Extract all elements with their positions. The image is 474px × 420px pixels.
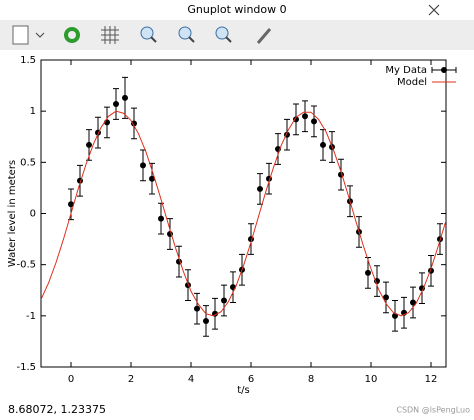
copy-button[interactable] <box>12 25 45 45</box>
autoscale-button[interactable] <box>215 26 232 43</box>
y-tick-label: 1 <box>30 106 36 117</box>
data-point <box>383 294 389 301</box>
replot-button[interactable] <box>64 27 80 43</box>
data-point <box>158 215 164 222</box>
x-tick-label: 4 <box>188 374 194 385</box>
data-point <box>140 162 146 169</box>
legend-label: My Data <box>385 65 427 76</box>
watermark: CSDN @lsPengLuo <box>396 406 470 415</box>
zoom-next-button[interactable] <box>178 26 195 43</box>
x-tick-label: 10 <box>365 374 378 385</box>
data-point <box>221 297 227 304</box>
grid-button[interactable] <box>101 26 119 44</box>
y-tick-label: -1 <box>26 311 36 322</box>
data-point <box>122 94 128 101</box>
y-tick-label: 1.5 <box>20 55 36 66</box>
window-title: Gnuplot window 0 <box>187 3 286 16</box>
x-tick-label: 6 <box>248 374 254 385</box>
data-point <box>86 141 92 148</box>
data-point <box>257 185 263 192</box>
x-axis-label: t/s <box>237 385 250 396</box>
close-button[interactable] <box>428 4 440 16</box>
title-bar <box>0 0 474 20</box>
data-point <box>149 175 155 182</box>
model-line <box>41 110 446 317</box>
x-tick-label: 8 <box>308 374 314 385</box>
data-point <box>410 299 416 306</box>
plot: 0 2 4 6 8 10 12 -1.5 -1 -0.5 0 0.5 1 1.5 t/s Water leve… <box>7 55 457 396</box>
plot-frame <box>40 59 447 368</box>
y-tick-label: 0.5 <box>20 157 36 168</box>
data-point <box>320 141 326 148</box>
data-point <box>68 201 74 208</box>
legend-marker <box>441 67 447 73</box>
y-tick-label: -0.5 <box>16 260 36 271</box>
legend-label: Model <box>397 77 427 88</box>
x-tick-label: 0 <box>68 374 74 385</box>
data-point <box>302 113 308 120</box>
data-point <box>194 305 200 312</box>
data-point <box>374 278 380 285</box>
data-point <box>311 118 317 125</box>
zoom-prev-button[interactable] <box>140 26 157 43</box>
y-axis-label: Water level in meters <box>7 160 18 267</box>
status-text: 8.68072, 1.23375 <box>8 403 106 416</box>
config-button[interactable] <box>256 28 272 44</box>
data-point <box>131 120 137 127</box>
data-point <box>293 116 299 123</box>
x-tick-label: 12 <box>425 374 438 385</box>
data-point <box>419 285 425 292</box>
y-tick-label: 0 <box>30 209 36 220</box>
data-point <box>203 317 209 324</box>
x-tick-label: 2 <box>128 374 134 385</box>
y-tick-label: -1.5 <box>16 362 36 373</box>
data-point <box>365 269 371 276</box>
data-point <box>113 101 119 108</box>
